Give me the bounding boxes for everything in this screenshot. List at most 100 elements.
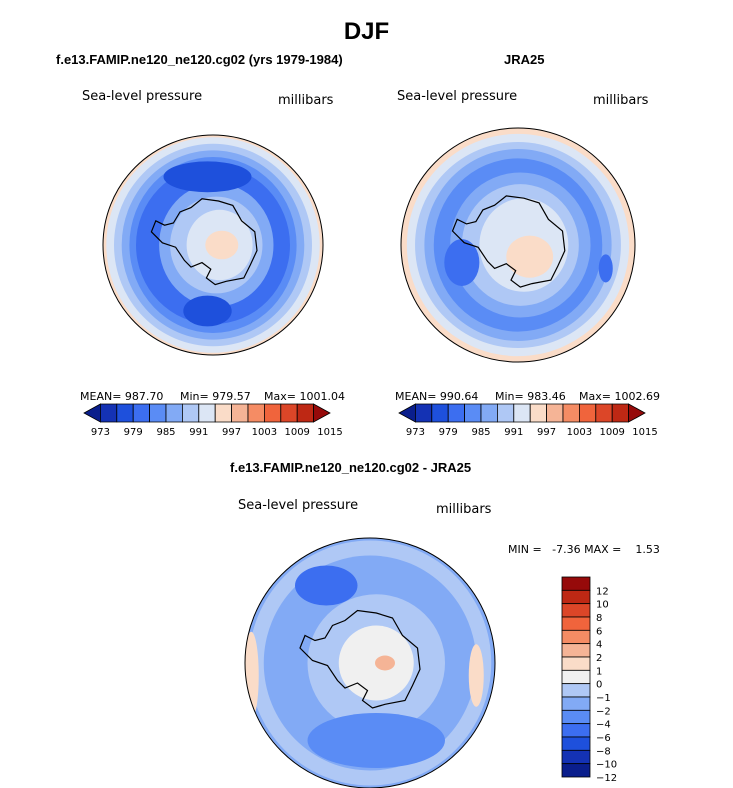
- colorbar-segment: [480, 403, 498, 423]
- colorbar-segment: [562, 403, 580, 423]
- colorbar-segment: [447, 403, 465, 423]
- main-title: DJF: [343, 18, 390, 45]
- panel-title-diff: f.e13.FAMIP.ne120_ne120.cg02 - JRA25: [230, 460, 472, 475]
- colorbar-model: 973 979 985 991 997 1003 1009 1015: [83, 403, 343, 438]
- colorbar-tick-label: 973: [406, 427, 425, 438]
- colorbar-segment: [83, 403, 101, 423]
- colorbar-tick-label: 0: [596, 680, 602, 691]
- colorbar-segment: [561, 656, 591, 671]
- colorbar-segment: [561, 616, 591, 631]
- contour-band: [506, 235, 554, 278]
- contour-blob: [444, 239, 480, 286]
- colorbar-segment: [579, 403, 597, 423]
- contour-blob: [163, 161, 252, 193]
- colorbar-tick-label: 10: [596, 600, 609, 611]
- polar-map-diff: [244, 537, 496, 788]
- contour-blob: [468, 644, 484, 707]
- map-border: [102, 134, 324, 356]
- colorbar-tick-label: 985: [471, 427, 490, 438]
- panel-title-obs: JRA25: [504, 52, 545, 67]
- colorbar-tick-label: 1003: [567, 427, 592, 438]
- colorbar-tick-label: 2: [596, 653, 602, 664]
- colorbar-tick-label: 8: [596, 613, 602, 624]
- contour-blob: [598, 254, 613, 283]
- variable-label-diff: Sea-level pressure: [238, 498, 359, 513]
- colorbar-segment: [132, 403, 150, 423]
- stats-max-obs: Max= 1002.69: [579, 390, 660, 403]
- colorbar-segment: [280, 403, 298, 423]
- colorbar-tick-label: 1009: [599, 427, 624, 438]
- colorbar-tick-label: 4: [596, 640, 602, 651]
- colorbar-obs: 973 979 985 991 997 1003 1009 1015: [398, 403, 658, 438]
- colorbar-segment: [561, 749, 591, 765]
- colorbar-tick-label: 991: [504, 427, 523, 438]
- contour-blob: [307, 713, 445, 768]
- colorbar-segment: [561, 669, 591, 685]
- colorbar-segment: [116, 403, 134, 423]
- units-label-model: millibars: [278, 93, 334, 108]
- contour-blob: [183, 295, 232, 327]
- colorbar-segment: [529, 403, 547, 423]
- colorbar-segment: [247, 403, 265, 423]
- colorbar-tick-label: 1: [596, 666, 602, 677]
- colorbar-segment: [497, 403, 515, 423]
- colorbar-segment: [513, 403, 531, 423]
- colorbar-tick-label: 1009: [284, 427, 309, 438]
- antarctica-coastline: [451, 195, 566, 288]
- contour-band: [205, 230, 239, 260]
- colorbar-tick-label: −2: [596, 706, 611, 717]
- colorbar-tick-label: −1: [596, 693, 611, 704]
- stats-mean-obs: MEAN= 990.64: [395, 390, 479, 403]
- colorbar-segment: [415, 403, 433, 423]
- polar-map-model: [102, 134, 324, 356]
- colorbar-segment: [264, 403, 282, 423]
- colorbar-tick-label: −12: [596, 773, 617, 784]
- colorbar-segment: [561, 589, 591, 605]
- colorbar-segment: [561, 723, 591, 738]
- colorbar-tick-label: 1003: [252, 427, 277, 438]
- colorbar-segment: [546, 403, 564, 423]
- colorbar-segment: [165, 403, 183, 423]
- variable-label-obs: Sea-level pressure: [397, 89, 518, 104]
- antarctica-coastline: [299, 609, 421, 709]
- colorbar-tick-label: 12: [596, 586, 609, 597]
- stats-mean-model: MEAN= 987.70: [80, 390, 164, 403]
- colorbar-segment: [182, 403, 200, 423]
- colorbar-tick-label: 1015: [632, 427, 657, 438]
- colorbar-tick-label: 979: [439, 427, 458, 438]
- colorbar-tick-label: −4: [596, 720, 611, 731]
- colorbar-tick-label: 991: [189, 427, 208, 438]
- stats-max-model: Max= 1001.04: [264, 390, 345, 403]
- polar-map-obs: [400, 127, 636, 363]
- colorbar-segment: [561, 763, 591, 778]
- map-border: [244, 537, 496, 788]
- colorbar-segment: [561, 683, 591, 698]
- colorbar-segment: [561, 696, 591, 711]
- panel-title-model: f.e13.FAMIP.ne120_ne120.cg02 (yrs 1979-1…: [56, 52, 343, 67]
- colorbar-segment: [561, 736, 591, 751]
- stats-min-model: Min= 979.57: [180, 390, 251, 403]
- stats-minmax-diff: MIN = -7.36 MAX = 1.53: [508, 543, 660, 556]
- colorbar-segment: [561, 643, 591, 658]
- colorbar-tick-label: 1015: [317, 427, 342, 438]
- contour-band: [375, 655, 395, 671]
- colorbar-segment: [431, 403, 449, 423]
- colorbar-tick-label: 979: [124, 427, 143, 438]
- colorbar-segment: [100, 403, 118, 423]
- colorbar-segment: [561, 629, 591, 645]
- colorbar-segment: [149, 403, 167, 423]
- colorbar-segment: [398, 403, 416, 423]
- contour-blob: [295, 565, 358, 606]
- units-label-diff: millibars: [436, 502, 492, 517]
- colorbar-tick-label: −6: [596, 733, 611, 744]
- colorbar-segment: [296, 403, 314, 423]
- colorbar-segment: [628, 403, 646, 423]
- colorbar-tick-label: 985: [156, 427, 175, 438]
- colorbar-segment: [231, 403, 249, 423]
- colorbar-segment: [313, 403, 331, 423]
- map-border: [400, 127, 636, 363]
- colorbar-segment: [611, 403, 629, 423]
- colorbar-tick-label: 6: [596, 626, 602, 637]
- colorbar-segment: [464, 403, 482, 423]
